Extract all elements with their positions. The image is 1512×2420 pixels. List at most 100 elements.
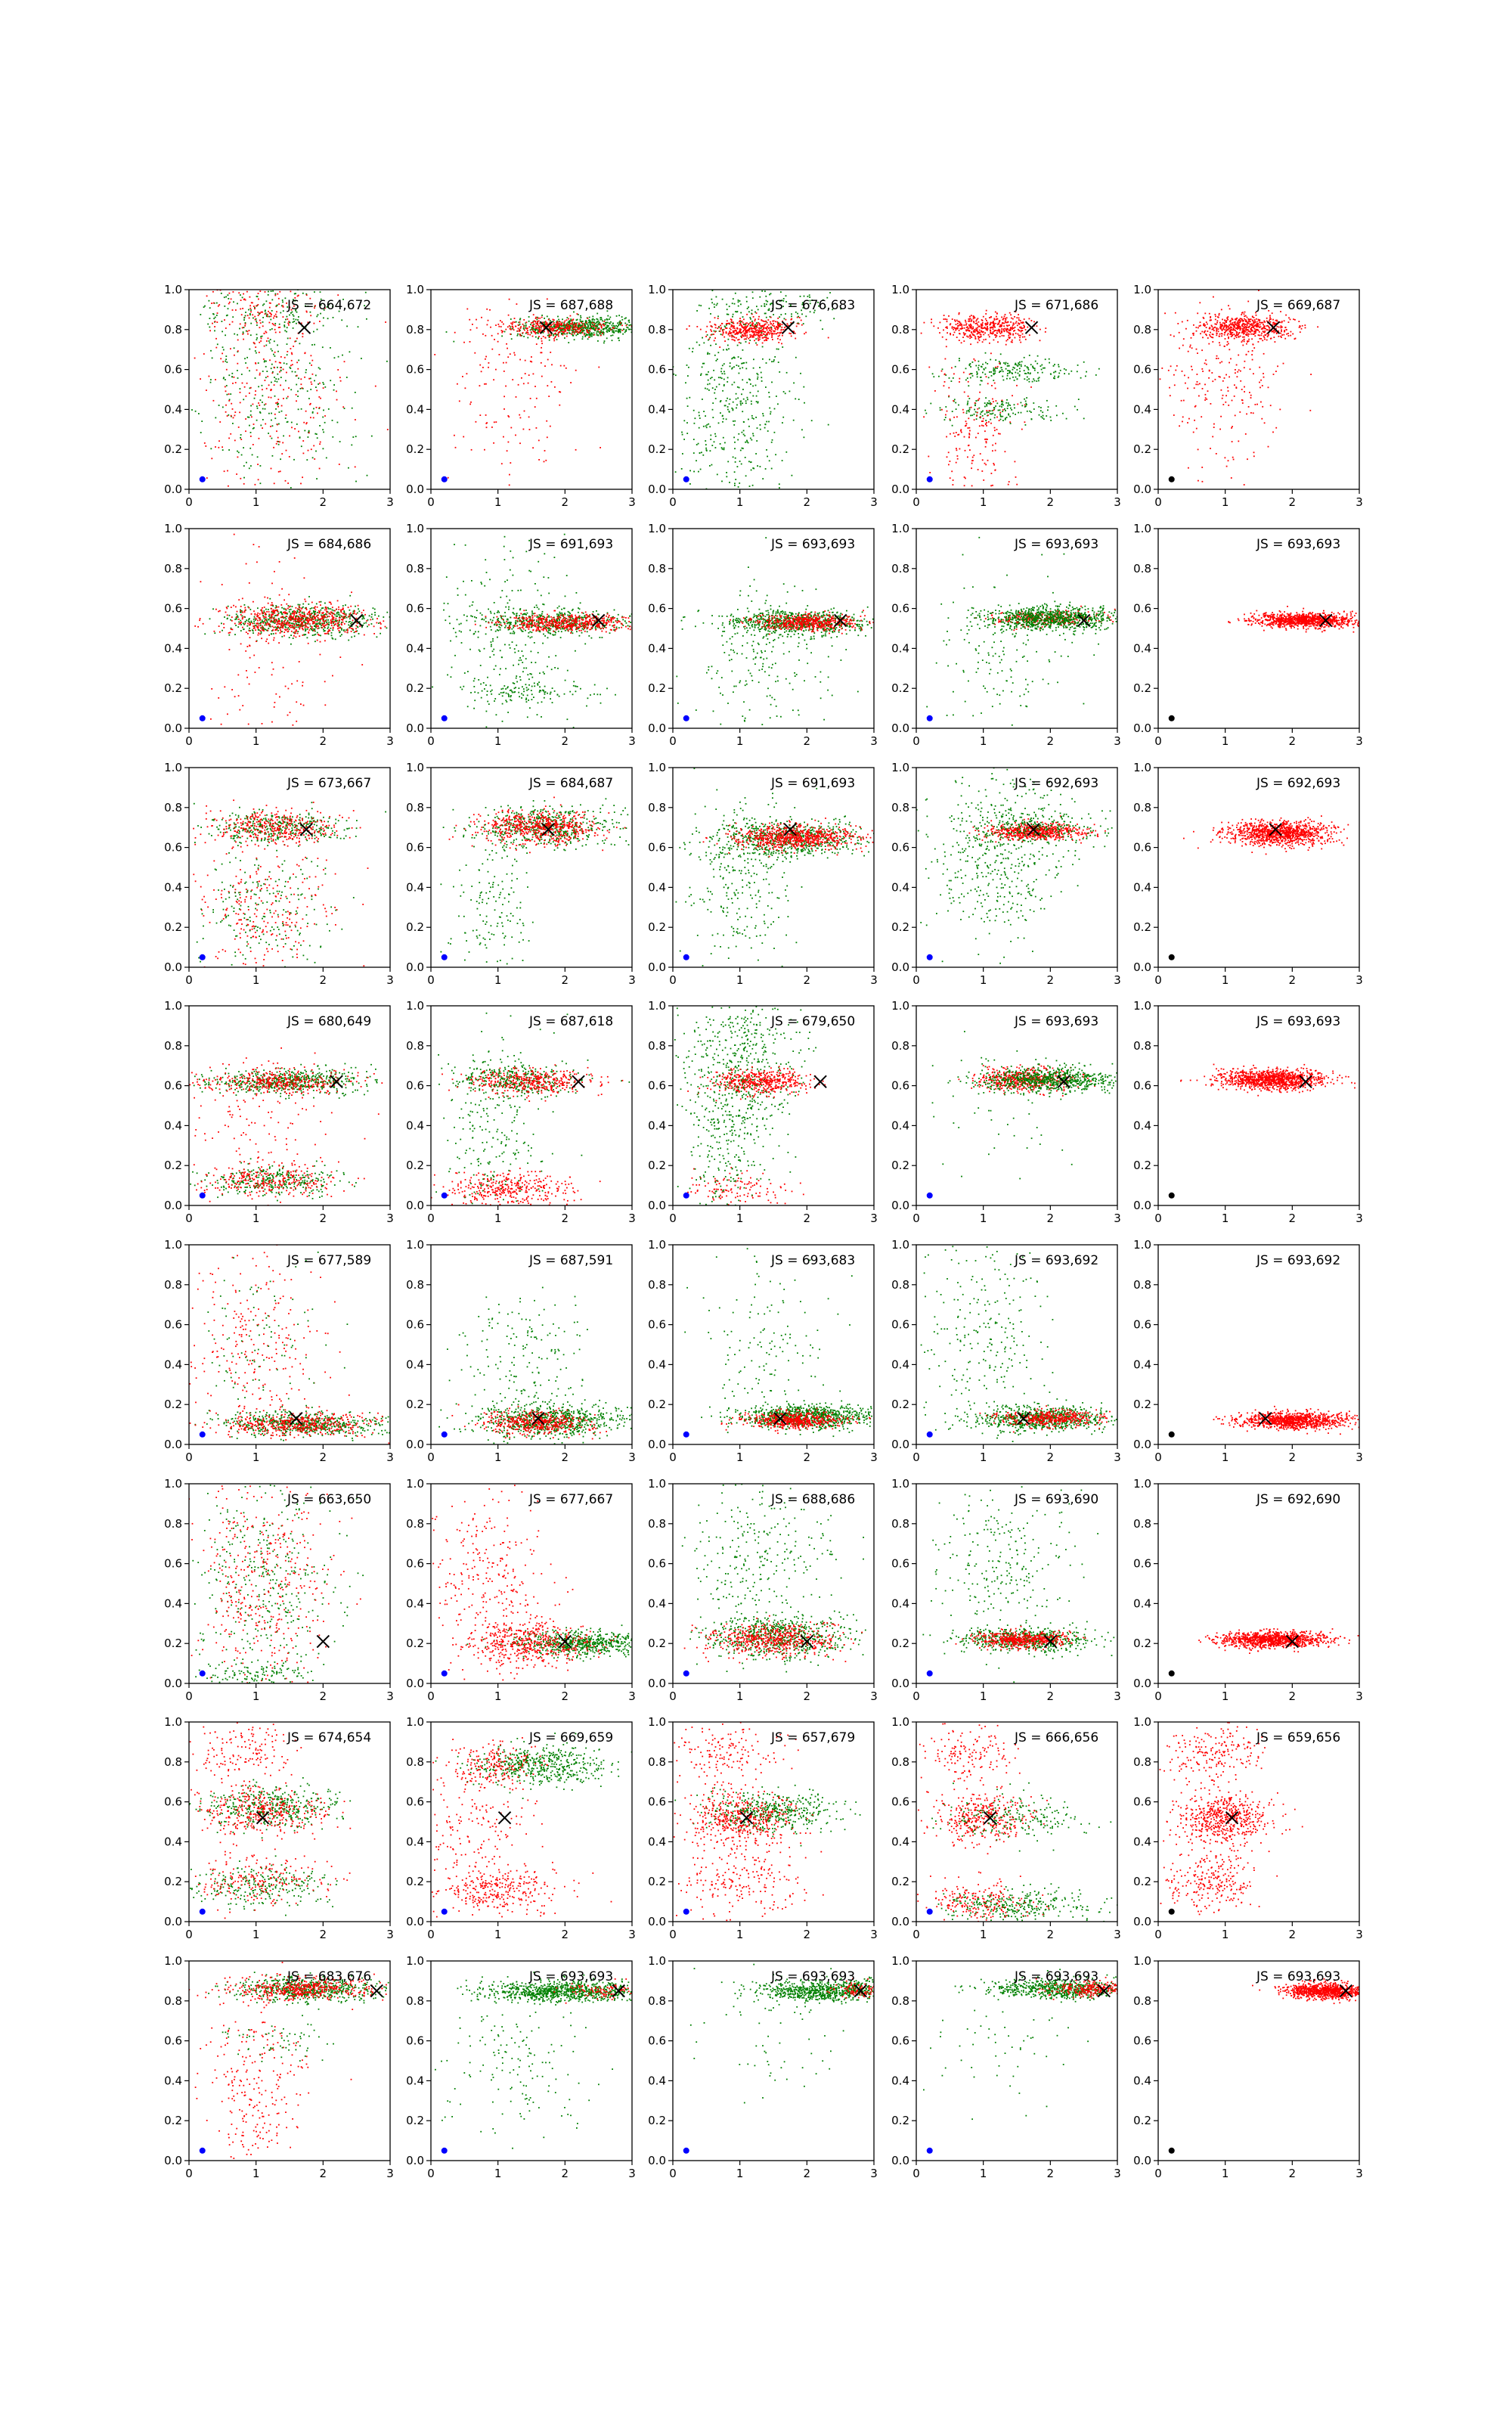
scatter-point-green (259, 465, 262, 467)
scatter-point-green (585, 321, 587, 322)
scatter-point-red (761, 328, 764, 330)
scatter-point-red (960, 431, 962, 433)
scatter-point-green (574, 326, 576, 328)
scatter-point-red (546, 324, 548, 326)
scatter-point-red (749, 334, 751, 336)
scatter-point-green (782, 346, 784, 348)
scatter-point-green (278, 411, 280, 413)
scatter-point-red (513, 352, 516, 354)
scatter-point-green (370, 435, 373, 437)
scatter-point-red (1268, 334, 1269, 336)
scatter-point-green (250, 309, 252, 311)
scatter-point-green (316, 478, 318, 479)
scatter-point-red (1220, 325, 1222, 327)
scatter-point-green (721, 480, 723, 482)
scatter-point-red (224, 386, 226, 388)
scatter-point-red (760, 333, 762, 335)
scatter-point-red (777, 324, 779, 327)
scatter-point-red (276, 440, 278, 442)
scatter-point-green (753, 417, 754, 420)
scatter-point-green (602, 320, 603, 322)
scatter-point-green (231, 415, 232, 417)
scatter-point-red (1249, 321, 1251, 323)
scatter-point-red (1256, 326, 1258, 327)
scatter-point-green (606, 329, 609, 331)
scatter-point-green (265, 365, 267, 368)
scatter-point-green (696, 444, 698, 445)
scatter-point-green (263, 618, 265, 619)
scatter-point-red (559, 321, 561, 323)
scatter-point-red (228, 400, 231, 402)
scatter-point-red (765, 336, 767, 338)
y-tick-label: 1.0 (1133, 283, 1151, 296)
scatter-point-green (745, 402, 747, 405)
scatter-point-red (805, 331, 807, 334)
scatter-point-red (949, 324, 951, 326)
scatter-point-red (1204, 383, 1206, 386)
scatter-point-red (485, 383, 487, 385)
scatter-point-green (941, 368, 943, 371)
scatter-point-green (324, 602, 326, 604)
scatter-point-red (1199, 321, 1201, 324)
scatter-point-red (771, 324, 773, 326)
scatter-point-green (729, 399, 731, 400)
scatter-point-red (763, 334, 765, 335)
scatter-point-green (1015, 371, 1017, 374)
scatter-point-red (985, 309, 987, 312)
scatter-point-green (705, 427, 708, 429)
scatter-point-red (572, 321, 573, 324)
scatter-point-green (541, 315, 543, 316)
scatter-point-green (352, 436, 355, 438)
scatter-point-green (259, 482, 262, 485)
scatter-point-red (215, 379, 216, 380)
scatter-point-red (981, 420, 983, 422)
scatter-point-green (1040, 416, 1043, 417)
scatter-point-green (711, 387, 714, 389)
scatter-point-green (754, 326, 755, 328)
scatter-point-red (1269, 316, 1271, 318)
scatter-point-green (708, 389, 710, 391)
scatter-point-red (969, 449, 971, 451)
scatter-point-green (979, 383, 981, 386)
scatter-point-green (1033, 369, 1036, 371)
scatter-point-red (956, 458, 959, 460)
scatter-point-green (799, 296, 801, 297)
scatter-point-red (711, 330, 713, 332)
scatter-point-red (301, 387, 303, 389)
scatter-point-green (1053, 377, 1055, 379)
scatter-point-green (250, 465, 252, 467)
scatter-point-green (959, 358, 960, 359)
scatter-point-green (536, 318, 538, 321)
scatter-point-red (554, 386, 556, 388)
scatter-point-red (971, 460, 973, 462)
scatter-point-red (758, 321, 759, 324)
scatter-point-red (766, 327, 767, 330)
scatter-point-red (491, 348, 494, 350)
scatter-point-red (296, 374, 298, 377)
scatter-point-red (985, 327, 987, 330)
scatter-point-red (994, 326, 996, 328)
scatter-point-green (1013, 380, 1015, 381)
scatter-point-red (1019, 337, 1021, 339)
scatter-point-red (758, 329, 761, 331)
scatter-point-green (596, 334, 598, 336)
scatter-point-green (265, 312, 267, 315)
scatter-point-red (563, 365, 565, 367)
scatter-point-green (593, 328, 594, 330)
scatter-point-red (1003, 315, 1005, 318)
scatter-point-green (564, 333, 566, 335)
scatter-point-green (705, 440, 707, 442)
scatter-point-red (1246, 324, 1248, 327)
scatter-point-red (501, 321, 503, 323)
scatter-point-red (259, 319, 261, 321)
scatter-point-green (999, 418, 1002, 420)
scatter-point-green (268, 315, 271, 318)
scatter-point-red (958, 330, 960, 331)
scatter-point-red (515, 396, 517, 398)
scatter-point-green (207, 323, 209, 325)
scatter-point-red (265, 330, 267, 333)
scatter-point-red (1287, 333, 1289, 334)
scatter-point-red (290, 359, 293, 361)
scatter-point-red (980, 336, 982, 337)
scatter-point-red (206, 295, 208, 297)
